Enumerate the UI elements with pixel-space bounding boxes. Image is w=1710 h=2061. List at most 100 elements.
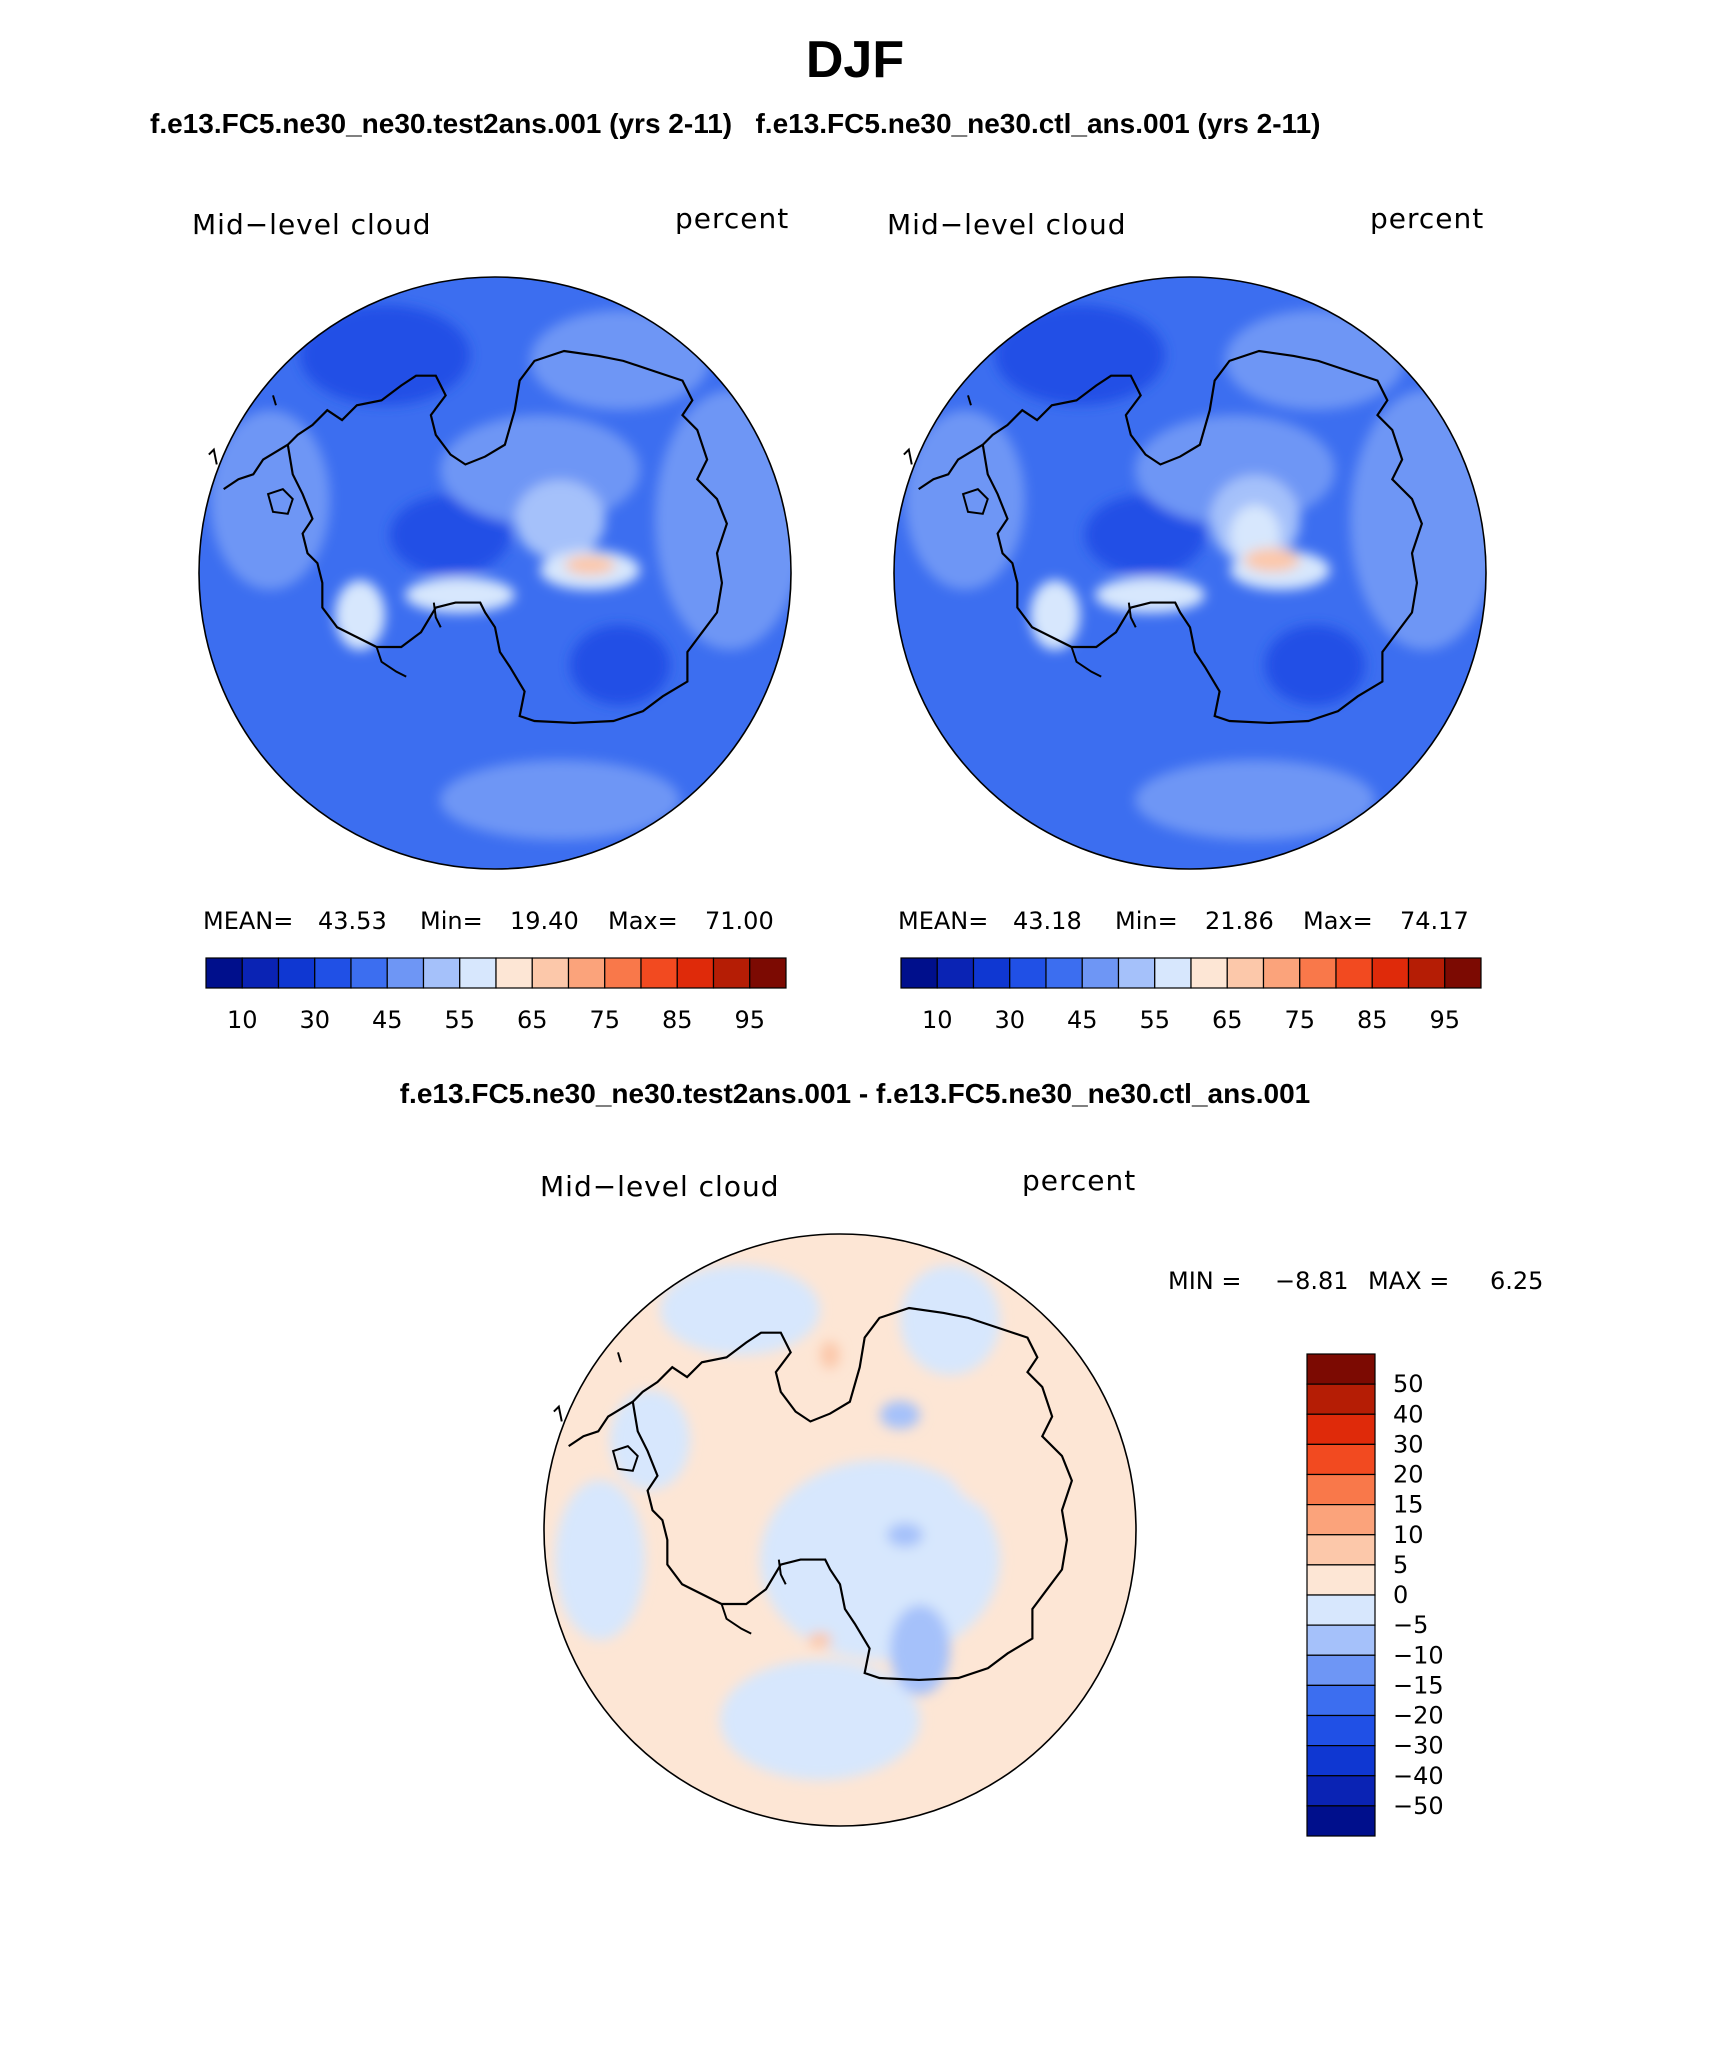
panel2-colorbar-swatch <box>1371 957 1410 989</box>
panel2-colorbar-tick-label: 85 <box>1357 1006 1388 1034</box>
difference-colorbar-swatch <box>1306 1775 1376 1807</box>
difference-colorbar-tick-label: −50 <box>1393 1792 1444 1820</box>
panel1-map <box>198 276 792 870</box>
difference-colorbar-swatch <box>1306 1353 1376 1385</box>
panel2-colorbar: 10 30 45 55 65 75 85 95 <box>900 957 1482 1034</box>
panel1-colorbar-swatch <box>531 957 570 989</box>
difference-colorbar-tick-label: 20 <box>1393 1461 1424 1489</box>
difference-colorbar-swatch <box>1306 1443 1376 1476</box>
panel3-min-value: −8.81 <box>1275 1267 1349 1295</box>
panel1-units-label: percent <box>675 202 790 235</box>
panel1-mean-label: MEAN= <box>203 907 294 935</box>
panel2-colorbar-swatch <box>1009 957 1047 989</box>
panel2-colorbar-swatch <box>1226 957 1265 989</box>
panel2-max-value: 74.17 <box>1400 907 1469 935</box>
difference-colorbar-swatch <box>1306 1624 1376 1656</box>
difference-colorbar-tick-label: 10 <box>1393 1521 1424 1549</box>
case-title: f.e13.FC5.ne30_ne30.test2ans.001 (yrs 2-… <box>150 108 1321 139</box>
panel2-mean-label: MEAN= <box>898 907 989 935</box>
panel1-colorbar-swatch <box>676 957 715 989</box>
panel2-colorbar-swatch <box>900 957 938 989</box>
difference-colorbar-tick-label: 5 <box>1393 1551 1408 1579</box>
panel3-max-label: MAX = <box>1368 1267 1450 1295</box>
panel1-colorbar-swatch <box>749 957 787 989</box>
panel1-min-value: 19.40 <box>510 907 579 935</box>
panel3-variable-label: Mid−level cloud <box>540 1170 780 1203</box>
panel2-variable-label: Mid−level cloud <box>887 208 1127 241</box>
difference-colorbar-swatch <box>1306 1684 1376 1717</box>
panel1-colorbar-swatch <box>495 957 533 989</box>
panel1-colorbar-swatch <box>459 957 497 989</box>
panel1-mean-value: 43.53 <box>318 907 387 935</box>
panel1-colorbar-swatch <box>205 957 243 989</box>
panel1-colorbar-tick-label: 10 <box>227 1006 258 1034</box>
difference-colorbar-tick-label: 40 <box>1393 1400 1424 1428</box>
panel1-min-label: Min= <box>420 907 483 935</box>
difference-colorbar-swatch <box>1306 1714 1376 1747</box>
panel1-max-label: Max= <box>608 907 678 935</box>
panel1-variable-label: Mid−level cloud <box>192 208 432 241</box>
panel2-colorbar-tick-label: 10 <box>922 1006 953 1034</box>
difference-colorbar-swatch <box>1306 1413 1376 1445</box>
panel2-colorbar-swatch <box>1045 957 1083 989</box>
panel2-mean-value: 43.18 <box>1013 907 1082 935</box>
panel2-min-label: Min= <box>1115 907 1178 935</box>
panel2-colorbar-swatch <box>1081 957 1120 989</box>
panel2-map <box>893 276 1487 870</box>
difference-colorbar-tick-label: 0 <box>1393 1581 1408 1609</box>
panel1-colorbar-swatch <box>277 957 316 989</box>
difference-colorbar-swatch <box>1306 1504 1376 1536</box>
panel1-colorbar-tick-label: 30 <box>299 1006 330 1034</box>
panel3-map <box>543 1233 1137 1827</box>
panel1-colorbar-tick-label: 75 <box>589 1006 620 1034</box>
difference-colorbar-tick-label: −20 <box>1393 1702 1444 1730</box>
panel3-max-value: 6.25 <box>1490 1267 1544 1295</box>
panel1-colorbar-swatch <box>567 957 606 989</box>
panel2-colorbar-swatch <box>1154 957 1192 989</box>
panel1-colorbar-swatch <box>640 957 678 989</box>
difference-title: f.e13.FC5.ne30_ne30.test2ans.001 - f.e13… <box>399 1078 1311 1109</box>
difference-colorbar-tick-label: 30 <box>1393 1430 1424 1458</box>
panel2-colorbar-tick-label: 75 <box>1284 1006 1315 1034</box>
panel1-colorbar-swatch <box>241 957 280 989</box>
difference-colorbar-swatch <box>1306 1805 1376 1837</box>
panel2-units-label: percent <box>1370 202 1485 235</box>
panel2-colorbar-tick-label: 55 <box>1139 1006 1170 1034</box>
difference-colorbar-tick-label: −5 <box>1393 1611 1428 1639</box>
panel1-colorbar-tick-label: 95 <box>734 1006 765 1034</box>
panel2-colorbar-tick-label: 65 <box>1212 1006 1243 1034</box>
panel2-min-value: 21.86 <box>1205 907 1274 935</box>
panel1-colorbar-tick-label: 85 <box>662 1006 693 1034</box>
difference-colorbar-swatch <box>1306 1534 1376 1566</box>
panel2-colorbar-swatch <box>1407 957 1446 989</box>
panel2-colorbar-tick-label: 45 <box>1067 1006 1098 1034</box>
panel1-colorbar-swatch <box>386 957 425 989</box>
difference-colorbar-tick-label: −40 <box>1393 1762 1444 1790</box>
panel2-colorbar-swatch <box>972 957 1011 989</box>
panel1-colorbar-tick-label: 45 <box>372 1006 403 1034</box>
panel2-colorbar-swatch <box>936 957 975 989</box>
panel2-colorbar-swatch <box>1262 957 1301 989</box>
panel1-colorbar-swatch <box>422 957 461 989</box>
page-title: DJF <box>805 31 905 89</box>
panel1-colorbar-tick-label: 65 <box>517 1006 548 1034</box>
difference-colorbar-swatch <box>1306 1745 1376 1777</box>
panel2-colorbar-tick-label: 30 <box>994 1006 1025 1034</box>
difference-colorbar-tick-label: 15 <box>1393 1491 1424 1519</box>
difference-colorbar-swatch <box>1306 1473 1376 1506</box>
panel3-min-label: MIN = <box>1168 1267 1242 1295</box>
difference-colorbar-swatch <box>1306 1383 1376 1415</box>
panel1-colorbar-swatch <box>712 957 751 989</box>
panel2-colorbar-swatch <box>1190 957 1228 989</box>
panel2-colorbar-tick-label: 95 <box>1429 1006 1460 1034</box>
difference-colorbar-swatch <box>1306 1564 1376 1596</box>
difference-colorbar-swatch <box>1306 1654 1376 1686</box>
panel1-max-value: 71.00 <box>705 907 774 935</box>
panel2-colorbar-swatch <box>1335 957 1373 989</box>
panel1-colorbar-swatch <box>350 957 388 989</box>
difference-colorbar-swatch <box>1306 1594 1376 1626</box>
panel2-colorbar-swatch <box>1299 957 1337 989</box>
panel3-units-label: percent <box>1022 1164 1137 1197</box>
